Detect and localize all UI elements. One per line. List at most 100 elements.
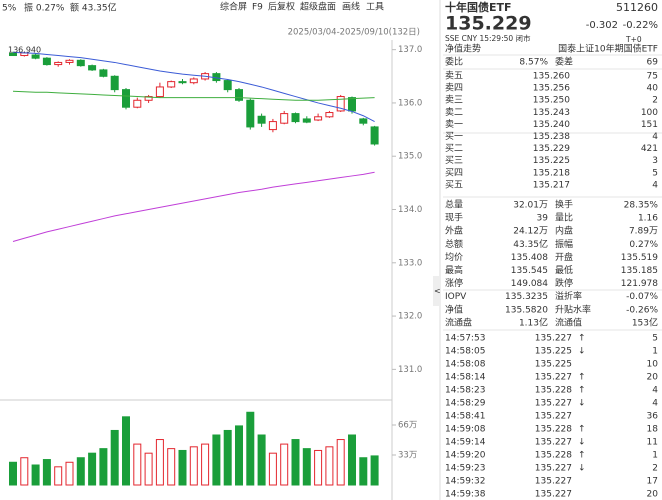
volume-bar xyxy=(348,434,356,486)
menu-item[interactable]: F9 xyxy=(252,3,263,13)
stats-cell: 1.16 xyxy=(638,214,658,224)
fund-code: 511260 xyxy=(616,1,658,14)
last-price: 135.229 xyxy=(445,13,532,35)
candle-body xyxy=(370,126,379,145)
candle-body xyxy=(302,118,311,123)
book-cell: 买三 xyxy=(445,155,463,166)
candle-body xyxy=(42,57,51,66)
candle-body xyxy=(54,61,63,66)
candle-body xyxy=(155,86,164,98)
ratio-cell: 委差 xyxy=(555,56,573,68)
candle-body xyxy=(325,112,334,118)
collapse-button[interactable] xyxy=(433,276,440,306)
volume-bar xyxy=(20,457,29,486)
volume-bar xyxy=(280,443,289,486)
collapse-icon[interactable]: < xyxy=(434,287,441,296)
candle-body xyxy=(246,99,255,128)
candle-body xyxy=(348,97,356,112)
stats-cell: -0.07% xyxy=(626,292,658,302)
trades-cell: 1 xyxy=(652,347,658,357)
candle-body xyxy=(178,81,187,84)
volume-bar xyxy=(65,461,74,486)
candle-body xyxy=(76,59,85,67)
trades-cell: ↓ xyxy=(578,399,586,409)
trades-cell: 20 xyxy=(647,373,659,383)
change: -0.302 xyxy=(586,20,618,31)
stats-cell: 总量 xyxy=(445,199,463,211)
trades-cell: 135.227 xyxy=(535,373,572,383)
stats-cell: 量比 xyxy=(555,212,573,224)
stats-cell: 24.12万 xyxy=(513,227,548,237)
trades-cell: 135.225 xyxy=(535,360,572,370)
stats-cell: 均价 xyxy=(445,251,463,263)
stats-cell: 升贴水率 xyxy=(555,303,591,315)
candle-body xyxy=(235,89,243,101)
menu-item[interactable]: 工具 xyxy=(366,2,384,13)
book-cell: 买五 xyxy=(445,179,463,190)
menu-item[interactable]: 综合屏 xyxy=(220,1,247,13)
nav-link[interactable]: 净值走势 xyxy=(445,43,481,55)
y-tick-label: 135.0 xyxy=(398,152,422,162)
book-cell: 2 xyxy=(652,96,658,106)
trades-cell: 4 xyxy=(652,386,658,396)
book-cell: 135.260 xyxy=(533,72,570,82)
book-cell: 135.238 xyxy=(533,132,570,142)
volume-bar xyxy=(268,452,277,486)
y-tick-label: 136.0 xyxy=(398,98,422,108)
menu-item[interactable]: 画线 xyxy=(342,1,360,13)
candle-body xyxy=(223,80,232,91)
menu-item[interactable]: 后复权 xyxy=(268,1,295,13)
book-cell: 135.218 xyxy=(533,168,570,178)
book-cell: 5 xyxy=(652,168,658,178)
volume-bar xyxy=(370,455,379,486)
book-cell: 100 xyxy=(641,108,658,118)
summary-item: 5% xyxy=(2,4,17,14)
volume-bar xyxy=(31,464,40,486)
book-cell: 135.250 xyxy=(533,96,570,106)
stats-cell: 溢折率 xyxy=(555,290,582,302)
y-tick-label: 134.0 xyxy=(398,205,422,215)
book-cell: 卖五 xyxy=(445,71,463,82)
stats-cell: 流通值 xyxy=(555,316,582,328)
trades-cell: 18 xyxy=(647,425,659,435)
stats-cell: 39 xyxy=(537,214,549,224)
trades-cell: 17 xyxy=(647,477,658,487)
volume-bar xyxy=(212,434,221,486)
candle-body xyxy=(88,65,97,71)
stats-cell: 净值 xyxy=(445,303,463,315)
book-cell: 卖四 xyxy=(445,83,463,94)
y-tick-label: 133.0 xyxy=(398,258,422,268)
y-tick-label: 131.0 xyxy=(398,365,422,375)
trades-cell: 14:59:08 xyxy=(445,425,486,435)
menu-item[interactable]: 超级盘面 xyxy=(300,1,336,13)
trades-cell: 5 xyxy=(652,334,658,344)
vol-tick-label: 33万 xyxy=(398,451,417,461)
trades-cell: ↓ xyxy=(578,347,586,357)
trades-cell: 135.227 xyxy=(535,412,572,422)
trades-cell: 14:58:41 xyxy=(445,412,485,422)
trades-cell: 135.227 xyxy=(535,464,572,474)
stats-cell: 135.519 xyxy=(621,253,658,263)
stats-cell: 1.13亿 xyxy=(519,316,548,328)
stats-cell: 135.545 xyxy=(511,266,548,276)
moving-average xyxy=(12,171,375,242)
volume-bar xyxy=(291,439,300,486)
stats-cell: 135.408 xyxy=(511,253,548,263)
trades-cell: ↑ xyxy=(578,373,586,383)
candle-body xyxy=(31,54,40,59)
book-cell: 75 xyxy=(647,72,658,82)
volume-bar xyxy=(167,448,176,486)
volume-bar xyxy=(235,425,243,486)
trades-cell: 14:59:20 xyxy=(445,451,486,461)
stats-cell: 43.35亿 xyxy=(513,238,548,250)
stats-cell: 涨停 xyxy=(445,277,463,289)
trades-cell: 135.227 xyxy=(535,334,572,344)
stats-cell: -0.26% xyxy=(626,305,658,315)
book-cell: 买二 xyxy=(445,143,463,154)
stats-cell: 32.01万 xyxy=(513,201,548,211)
book-cell: 买四 xyxy=(445,167,463,178)
t0: T+0 xyxy=(625,35,642,44)
volume-bar xyxy=(314,449,323,486)
trades-cell: 14:59:23 xyxy=(445,464,485,474)
